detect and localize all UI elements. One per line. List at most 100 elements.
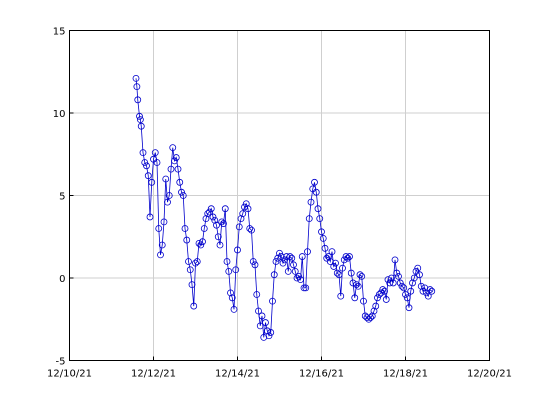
data-point	[293, 274, 301, 282]
data-point	[286, 253, 294, 260]
data-point	[405, 304, 413, 312]
data-point	[339, 264, 346, 272]
data-point	[332, 259, 339, 267]
data-point	[360, 297, 367, 305]
x-axis: 12/10/21 12/12/21 12/14/21 12/16/21 12/18/21…	[47, 356, 512, 380]
x-tick-label: 12/10/21	[47, 369, 92, 380]
data-point	[414, 264, 422, 272]
data-point	[379, 286, 387, 293]
data-point	[155, 225, 163, 232]
x-tick-label: 12/20/21	[467, 369, 512, 380]
data-point	[377, 289, 385, 297]
data-point	[381, 287, 388, 295]
data-point	[223, 258, 231, 265]
data-point	[167, 165, 175, 173]
data-point	[269, 297, 276, 305]
data-point	[335, 271, 343, 279]
data-point	[221, 205, 229, 213]
data-point	[209, 213, 217, 221]
data-point	[281, 256, 289, 264]
data-point	[337, 292, 345, 300]
data-point	[160, 218, 168, 226]
data-point	[165, 192, 173, 199]
data-point	[134, 96, 142, 104]
data-point	[216, 241, 224, 249]
data-point	[319, 234, 327, 242]
data-point	[419, 287, 427, 295]
data-point	[367, 314, 374, 322]
data-point	[241, 203, 248, 211]
data-point	[370, 307, 378, 315]
data-point	[416, 271, 423, 279]
data-point	[304, 248, 311, 256]
data-point	[172, 154, 180, 161]
data-point	[325, 253, 332, 260]
data-point	[181, 225, 189, 232]
data-point	[256, 322, 264, 330]
data-point	[179, 192, 187, 199]
data-point	[141, 159, 149, 166]
data-point	[297, 276, 304, 284]
data-point	[193, 258, 201, 265]
data-point	[298, 253, 306, 260]
y-tick-label: 5	[59, 192, 65, 203]
data-point	[417, 282, 425, 290]
data-point	[342, 253, 350, 260]
data-point	[374, 294, 381, 302]
data-point	[234, 246, 241, 254]
series	[132, 74, 436, 341]
data-point	[204, 210, 212, 218]
data-point	[186, 266, 194, 274]
data-point	[176, 178, 184, 186]
data-point	[354, 282, 362, 290]
data-point	[279, 259, 287, 267]
data-point	[384, 276, 392, 284]
data-point	[242, 200, 250, 208]
data-point	[199, 238, 206, 246]
grid	[69, 30, 490, 361]
data-point	[398, 282, 406, 290]
data-point	[227, 289, 234, 297]
data-point	[139, 149, 147, 157]
data-point	[200, 225, 208, 232]
data-point	[162, 175, 170, 183]
data-point	[288, 254, 296, 262]
data-point	[358, 272, 366, 280]
data-point	[375, 291, 383, 298]
data-point	[290, 261, 297, 269]
data-point	[137, 122, 145, 130]
data-point	[305, 215, 313, 223]
data-point	[164, 198, 171, 206]
data-point	[424, 292, 432, 300]
data-point	[157, 251, 164, 259]
data-point	[244, 205, 252, 213]
data-point	[132, 74, 140, 82]
data-point	[393, 269, 401, 277]
data-point	[136, 116, 144, 123]
data-point	[148, 178, 156, 186]
data-point	[251, 261, 259, 269]
data-point	[372, 302, 380, 310]
data-point	[232, 266, 240, 274]
data-point	[346, 253, 353, 260]
data-point	[284, 267, 292, 275]
x-tick-label: 12/16/21	[299, 369, 344, 380]
data-point	[230, 305, 238, 313]
data-point	[428, 287, 436, 295]
data-point	[318, 228, 325, 236]
data-point	[202, 215, 210, 223]
x-tick-label: 12/18/21	[383, 369, 428, 380]
data-point	[302, 284, 310, 292]
data-point	[391, 256, 399, 264]
data-point	[396, 279, 404, 287]
data-point	[321, 244, 329, 252]
y-axis: -5 0 5 10 15	[53, 27, 74, 368]
data-point	[174, 165, 182, 173]
data-point	[151, 149, 159, 157]
data-point	[386, 279, 394, 287]
data-point	[255, 307, 262, 315]
data-point	[190, 302, 198, 310]
data-point	[185, 258, 192, 265]
data-point	[347, 269, 355, 277]
